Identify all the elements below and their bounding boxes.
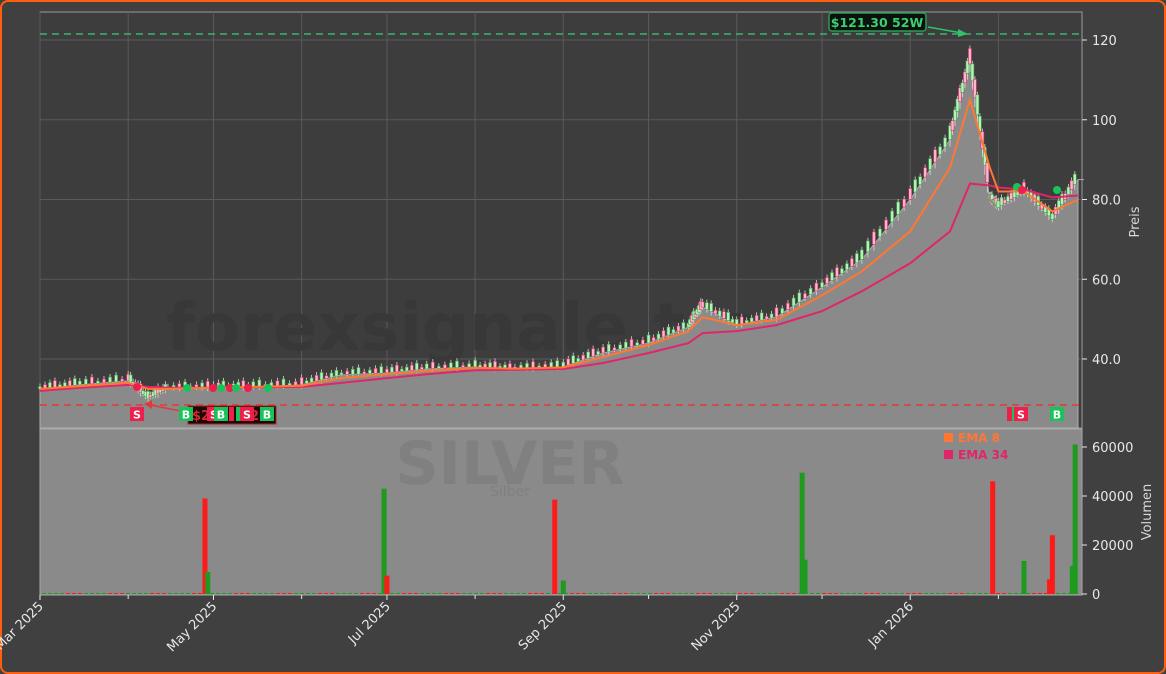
volume-tick-label: 60000 bbox=[1092, 441, 1133, 456]
x-tick-label: Nov 2025 bbox=[689, 599, 744, 654]
price-tick-label: 60.0 bbox=[1092, 273, 1121, 288]
signal-dot bbox=[1018, 186, 1026, 194]
volume-bars bbox=[42, 444, 1078, 594]
x-tick-label: May 2025 bbox=[164, 599, 220, 655]
buy-signal-marker: B bbox=[214, 407, 228, 422]
volume-bar bbox=[384, 575, 390, 594]
buy-signal-marker: B bbox=[260, 407, 274, 422]
price-axis-label: Preis bbox=[1128, 206, 1143, 237]
volume-bar bbox=[799, 472, 805, 594]
x-axis: Mar 2025 May 2025 Jul 2025 Sep 2025 Nov 2025… bbox=[0, 595, 999, 655]
volume-tick-label: 40000 bbox=[1092, 490, 1133, 505]
signal-dot bbox=[226, 384, 234, 392]
volume-axis: 0 20000 40000 60000 bbox=[1082, 441, 1133, 603]
svg-text:$2: $2 bbox=[192, 409, 210, 424]
volume-bar bbox=[205, 571, 211, 594]
volume-bar bbox=[1047, 579, 1053, 594]
legend-label-ema34: EMA 34 bbox=[958, 448, 1008, 462]
x-tick-label: Sep 2025 bbox=[516, 599, 570, 653]
signal-dot bbox=[1053, 186, 1061, 194]
svg-text:S: S bbox=[243, 409, 251, 422]
svg-text:2: 2 bbox=[250, 409, 259, 424]
signal-dot bbox=[183, 384, 191, 392]
signal-dot bbox=[209, 384, 217, 392]
volume-bar bbox=[990, 481, 996, 594]
volume-bar bbox=[802, 559, 808, 594]
volume-bar bbox=[1069, 565, 1075, 594]
symbol-subtitle: Silber bbox=[490, 484, 530, 500]
price-tick-label: 120 bbox=[1092, 34, 1117, 49]
legend-swatch-ema34 bbox=[944, 450, 953, 459]
x-tick-label: Mar 2025 bbox=[0, 599, 47, 653]
volume-axis-label: Volumen bbox=[1140, 484, 1155, 541]
sell-signal-marker: S bbox=[240, 407, 254, 422]
buy-signal-marker: B bbox=[1050, 407, 1064, 422]
svg-text:B: B bbox=[1053, 409, 1061, 422]
high-52w-label: $121.30 52W bbox=[831, 15, 924, 30]
volume-bar bbox=[1072, 444, 1078, 594]
ema8-line bbox=[39, 96, 1079, 390]
svg-text:B: B bbox=[217, 409, 225, 422]
sell-signal-marker: S bbox=[1014, 407, 1028, 422]
x-tick-label: Jul 2025 bbox=[345, 599, 394, 648]
legend-label-ema8: EMA 8 bbox=[958, 431, 1000, 445]
volume-bar bbox=[1021, 560, 1027, 594]
symbol-watermark: SILVER bbox=[395, 429, 624, 499]
price-tick-label: 40.0 bbox=[1092, 353, 1121, 368]
svg-text:B: B bbox=[263, 409, 271, 422]
volume-bar bbox=[381, 488, 387, 594]
high-52w-annotation: $121.30 52W bbox=[828, 12, 968, 37]
volume-bar bbox=[560, 580, 566, 594]
sell-signal-marker: S bbox=[130, 407, 144, 422]
x-tick-label: Jan 2026 bbox=[865, 599, 917, 651]
signal-dot bbox=[264, 384, 272, 392]
volume-bar bbox=[552, 499, 558, 594]
signal-dot bbox=[133, 383, 141, 391]
signal-markers: $22SBSBSBSB bbox=[130, 183, 1064, 425]
price-tick-label: 80.0 bbox=[1092, 194, 1121, 209]
signal-dot bbox=[217, 384, 225, 392]
volume-bar bbox=[1049, 535, 1055, 594]
volume-tick-label: 0 bbox=[1092, 588, 1100, 603]
price-axis: 40.0 60.0 80.0 100 120 bbox=[1082, 34, 1121, 368]
price-tick-label: 100 bbox=[1092, 114, 1117, 129]
legend-swatch-ema8 bbox=[944, 433, 953, 442]
signal-dot bbox=[232, 384, 240, 392]
volume-pane bbox=[39, 428, 1083, 596]
legend: EMA 8 EMA 34 bbox=[944, 431, 1008, 462]
buy-signal-marker: B bbox=[179, 407, 193, 422]
volume-bar bbox=[202, 498, 208, 594]
svg-text:B: B bbox=[182, 409, 190, 422]
signal-dot bbox=[244, 384, 252, 392]
svg-text:S: S bbox=[133, 409, 141, 422]
svg-text:S: S bbox=[1017, 409, 1025, 422]
volume-tick-label: 20000 bbox=[1092, 539, 1133, 554]
